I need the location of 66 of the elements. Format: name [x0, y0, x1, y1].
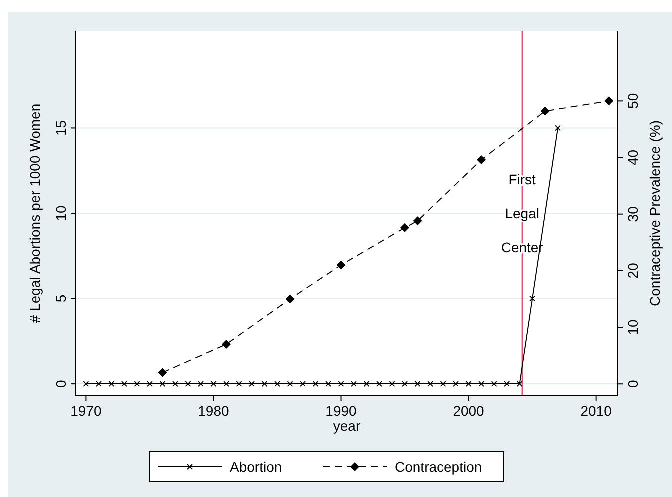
point: [185, 381, 192, 388]
point: [400, 223, 410, 232]
point: [326, 381, 332, 388]
y-tick-label: 15: [53, 120, 69, 136]
point: [146, 381, 153, 388]
point: [172, 381, 178, 388]
point: [453, 381, 460, 388]
y2-tick-label: 40: [625, 150, 641, 166]
y2-tick-label: 10: [625, 320, 641, 336]
point: [262, 381, 268, 388]
point: [286, 294, 295, 304]
point: [555, 125, 562, 132]
y2-axis-title: Contraceptive Prevalence (%): [647, 120, 663, 306]
point: [338, 381, 344, 388]
point: [351, 381, 358, 388]
point: [428, 381, 434, 388]
y2-tick-label: 0: [625, 380, 641, 388]
point: [274, 381, 280, 388]
point: [121, 381, 128, 388]
point: [440, 381, 446, 388]
point: [478, 381, 485, 388]
point: [210, 381, 217, 388]
point: [540, 106, 550, 116]
y2-tick-label: 20: [625, 262, 641, 279]
point: [504, 381, 510, 388]
point: [83, 381, 90, 388]
point: [491, 381, 498, 388]
y2-tick-label: 30: [625, 206, 641, 222]
point: [300, 381, 306, 388]
point: [134, 381, 140, 388]
point: [477, 156, 486, 165]
point: [158, 368, 168, 378]
legend-label: Abortion: [230, 459, 282, 475]
y-axis-title: # Legal Abortions per 1000 Women: [27, 104, 43, 324]
point: [414, 381, 421, 388]
y-tick-label: 10: [53, 206, 69, 222]
point: [223, 381, 230, 388]
point: [413, 216, 422, 226]
x-tick-label: 1990: [326, 403, 358, 419]
x-tick-label: 1970: [70, 403, 102, 419]
point: [96, 381, 102, 388]
y-tick-label: 0: [53, 380, 69, 388]
y-tick-label: 5: [53, 294, 69, 303]
point: [376, 381, 383, 388]
x-tick-label: 2000: [453, 403, 485, 419]
x-axis-title: year: [333, 418, 361, 434]
point: [312, 381, 319, 388]
x-tick-label: 2010: [580, 403, 612, 419]
legend-label: Contraception: [395, 459, 482, 475]
point: [236, 381, 242, 388]
point: [604, 96, 614, 106]
point: [364, 381, 370, 388]
point: [108, 381, 115, 388]
point: [287, 381, 294, 388]
point: [402, 381, 408, 388]
point: [222, 340, 231, 350]
point: [198, 381, 204, 388]
x-tick-label: 1980: [198, 403, 230, 419]
point: [248, 381, 255, 388]
point: [530, 296, 536, 302]
point: [389, 381, 396, 388]
point: [516, 381, 523, 388]
y2-tick-label: 50: [625, 93, 641, 109]
point: [160, 381, 166, 388]
point: [336, 260, 346, 270]
point: [466, 381, 472, 388]
